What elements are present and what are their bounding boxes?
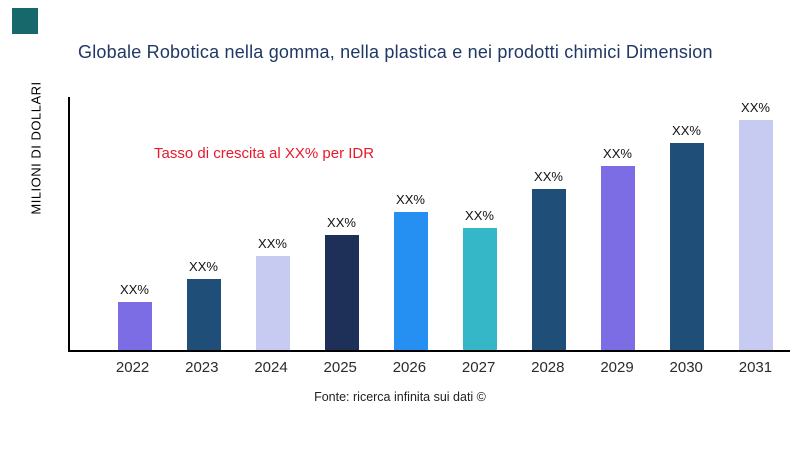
x-tick-2022: 2022	[115, 359, 150, 376]
bars: XX% XX% XX% XX% XX% XX% XX% XX% XX% XX%	[70, 97, 790, 350]
bar-2023	[186, 278, 221, 350]
bar-2029	[600, 166, 635, 350]
bar-group: XX%	[583, 97, 652, 350]
bar-group: XX%	[652, 97, 721, 350]
x-axis-ticks: 2022 2023 2024 2025 2026 2027 2028 2029 2030 2031	[68, 359, 790, 376]
bar-2025	[324, 235, 359, 350]
x-tick-2025: 2025	[323, 359, 357, 376]
x-tick-2031: 2031	[738, 359, 773, 376]
bar-2028	[531, 189, 566, 350]
bar-value-label: XX%	[741, 100, 770, 115]
bar-2027	[462, 228, 497, 350]
bar-group: XX%	[307, 97, 376, 350]
bar-value-label: XX%	[189, 258, 218, 274]
bar-group: XX%	[514, 97, 583, 350]
bar-value-label: XX%	[672, 123, 701, 138]
x-tick-2028: 2028	[531, 359, 565, 376]
bar-2026	[393, 212, 428, 350]
bar-2031	[738, 120, 773, 350]
x-tick-2030: 2030	[669, 359, 703, 376]
growth-annotation: Tasso di crescita al XX% per IDR	[154, 145, 375, 162]
x-tick-2029: 2029	[600, 359, 634, 376]
source-caption: Fonte: ricerca infinita sui dati ©	[314, 390, 486, 404]
bar-group: XX%	[376, 97, 445, 350]
y-axis-label: MILIONI DI DOLLARI	[28, 81, 44, 215]
x-tick-2027: 2027	[461, 359, 496, 376]
x-tick-2023: 2023	[185, 359, 219, 376]
bar-value-label: XX%	[327, 215, 356, 230]
bar-group: XX%	[100, 97, 169, 350]
bar-value-label: XX%	[603, 146, 632, 161]
logo-mark	[12, 8, 38, 34]
bar-value-label: XX%	[465, 208, 494, 224]
bar-value-label: XX%	[120, 281, 149, 297]
x-tick-2024: 2024	[254, 359, 288, 376]
bar-group: XX%	[169, 97, 238, 350]
bar-group: XX%	[238, 97, 307, 350]
bar-2030	[669, 143, 704, 350]
chart-title: Globale Robotica nella gomma, nella plas…	[78, 42, 713, 62]
bar-group: XX%	[721, 97, 790, 350]
chart-plot-area: Tasso di crescita al XX% per IDR XX% XX% X…	[68, 97, 790, 352]
x-tick-2026: 2026	[392, 359, 427, 376]
bar-value-label: XX%	[396, 192, 425, 207]
bar-2022	[117, 301, 152, 350]
bar-2024	[255, 255, 290, 350]
bar-value-label: XX%	[258, 235, 287, 251]
bar-group: XX%	[445, 97, 514, 350]
bar-value-label: XX%	[534, 169, 563, 184]
